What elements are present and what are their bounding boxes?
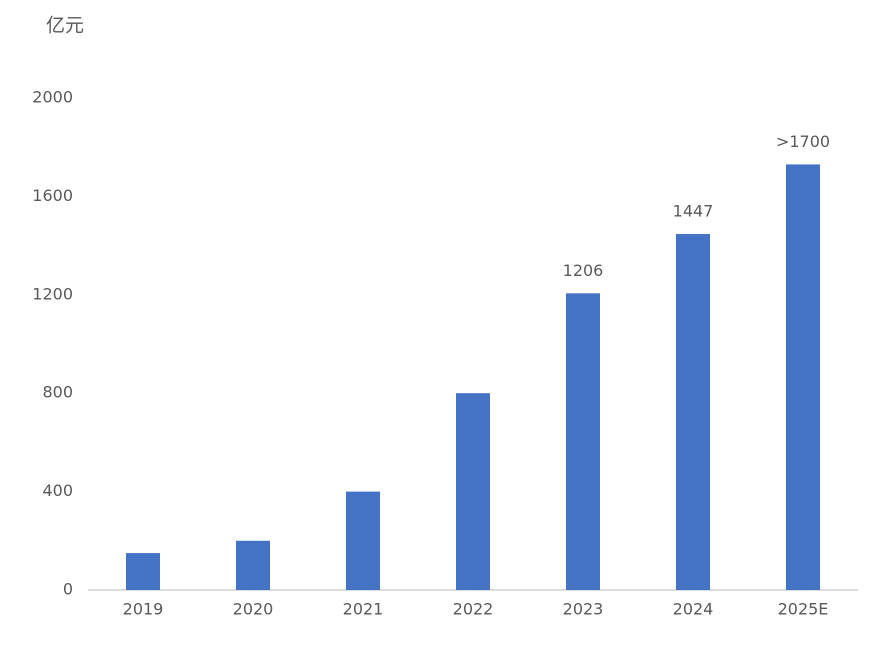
bar: [126, 553, 160, 590]
y-tick-label: 1600: [32, 186, 73, 205]
bar: [456, 393, 490, 590]
value-label: >1700: [776, 132, 830, 151]
x-tick-label: 2019: [123, 600, 164, 619]
x-tick-label: 2024: [673, 600, 714, 619]
bar: [786, 164, 820, 591]
y-tick-label: 0: [63, 580, 73, 599]
y-tick-label: 400: [42, 481, 73, 500]
value-label: 1447: [673, 202, 714, 221]
y-tick-label: 1200: [32, 284, 73, 303]
bar: [566, 293, 600, 590]
y-tick-label: 800: [42, 383, 73, 402]
x-tick-label: 2020: [233, 600, 274, 619]
value-label: 1206: [563, 261, 604, 280]
x-tick-label: 2021: [343, 600, 384, 619]
bar: [236, 540, 270, 590]
y-axis-label: 亿元: [46, 15, 84, 37]
bar: [346, 491, 380, 590]
x-tick-label: 2022: [453, 600, 494, 619]
y-tick-label: 2000: [32, 88, 73, 107]
bar: [676, 234, 710, 590]
x-tick-label: 2023: [563, 600, 604, 619]
x-tick-label: 2025E: [778, 600, 829, 619]
